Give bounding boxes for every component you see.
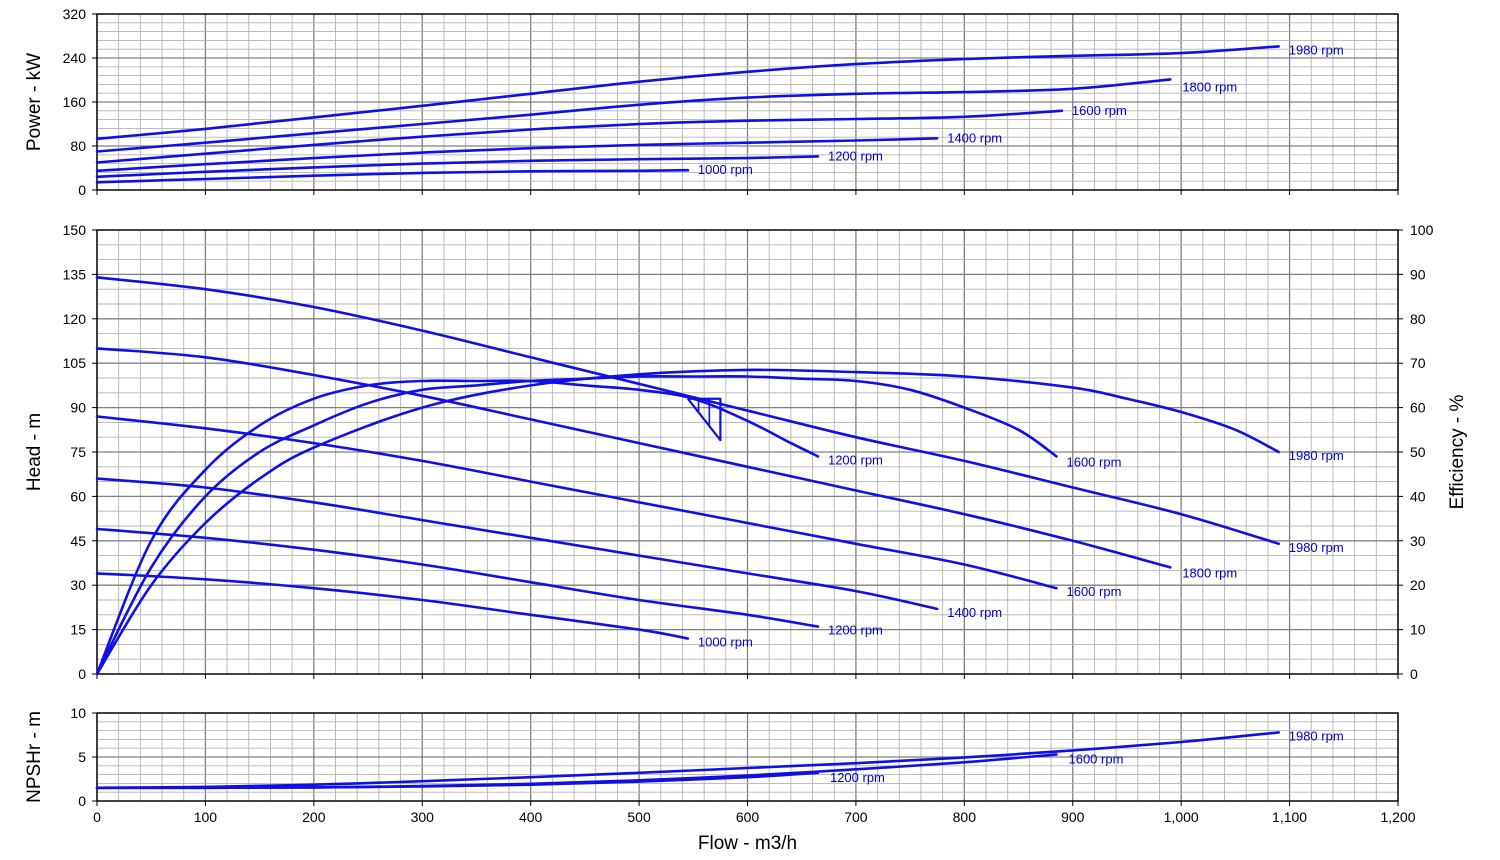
power-curve (95, 109, 1064, 164)
x-tick-label: 0 (93, 809, 101, 825)
bep-marker (687, 397, 722, 442)
power-label: 1200 rpm (828, 148, 883, 163)
y2-axis-title: Efficiency - % (1447, 395, 1468, 510)
npshr-label: 1600 rpm (1068, 751, 1123, 766)
power-curve (95, 78, 1172, 153)
x-tick-label: 1,100 (1272, 809, 1307, 825)
power-curve (95, 137, 939, 173)
y-tick-label: 240 (63, 50, 87, 66)
head-curve (95, 347, 1172, 569)
y-tick-label: 105 (63, 355, 87, 371)
y-tick-label: 0 (78, 182, 86, 198)
y-tick-label: 30 (70, 577, 86, 593)
head-curve (95, 572, 690, 640)
y-tick-label: 160 (63, 94, 87, 110)
efficiency-label: 1600 rpm (1066, 454, 1121, 469)
x-tick-label: 200 (302, 809, 326, 825)
x-tick-label: 400 (519, 809, 543, 825)
panels-layer: 0 80 160 240 320 Power - kW 1000 rpm 1200 rpm 14… (24, 6, 1468, 854)
y2-tick-label: 70 (1410, 355, 1426, 371)
power-label: 1600 rpm (1072, 103, 1127, 118)
head-label: 1000 rpm (698, 634, 753, 649)
y-tick-label: 0 (78, 666, 86, 682)
y-tick-label: 0 (78, 793, 86, 809)
y-axis-title: Power - kW (24, 53, 45, 151)
y-axis-title: NPSHr - m (24, 711, 45, 803)
x-axis-title: Flow - m3/h (698, 833, 797, 854)
efficiency-label: 1200 rpm (828, 452, 883, 467)
y2-tick-label: 50 (1410, 444, 1426, 460)
power-label: 1800 rpm (1182, 79, 1237, 94)
head-label: 1980 rpm (1289, 540, 1344, 555)
efficiency-curve (95, 368, 1280, 676)
power-label: 1400 rpm (947, 130, 1002, 145)
power-curve (95, 45, 1280, 141)
efficiency-curve (95, 379, 820, 676)
y-tick-label: 75 (70, 444, 86, 460)
x-tick-label: 800 (953, 809, 977, 825)
y-tick-label: 135 (63, 266, 87, 282)
head-label: 1600 rpm (1066, 584, 1121, 599)
npshr-curve (95, 753, 1058, 790)
power-label: 1000 rpm (698, 162, 753, 177)
y2-tick-label: 20 (1410, 577, 1426, 593)
head-label: 1200 rpm (828, 623, 883, 638)
head-label: 1400 rpm (947, 605, 1002, 620)
x-tick-label: 300 (411, 809, 435, 825)
y-tick-label: 15 (70, 622, 86, 638)
y-tick-label: 10 (70, 705, 86, 721)
x-tick-label: 700 (844, 809, 868, 825)
power-curve (95, 155, 820, 179)
npshr-label: 1980 rpm (1289, 728, 1344, 743)
y-tick-label: 60 (70, 488, 86, 504)
y2-tick-label: 60 (1410, 400, 1426, 416)
y2-tick-label: 10 (1410, 622, 1426, 638)
y2-tick-label: 90 (1410, 266, 1426, 282)
y2-tick-label: 80 (1410, 311, 1426, 327)
head-label: 1800 rpm (1182, 565, 1237, 580)
y-tick-label: 5 (78, 749, 86, 765)
x-tick-label: 600 (736, 809, 760, 825)
x-tick-label: 1,000 (1164, 809, 1199, 825)
y-tick-label: 150 (63, 222, 87, 238)
y-tick-label: 120 (63, 311, 87, 327)
y-tick-label: 80 (70, 138, 86, 154)
grid-head (96, 229, 1399, 675)
npshr-curve (95, 731, 1280, 790)
x-tick-label: 1,200 (1380, 809, 1415, 825)
y2-tick-label: 40 (1410, 488, 1426, 504)
y-tick-label: 320 (63, 6, 87, 22)
npshr-label: 1200 rpm (830, 770, 885, 785)
head-curve (95, 527, 820, 628)
head-curve (95, 276, 1280, 546)
y2-tick-label: 100 (1410, 222, 1434, 238)
efficiency-label: 1980 rpm (1289, 448, 1344, 463)
panel-power: 0 80 160 240 320 Power - kW 1000 rpm 1200 rpm 14… (24, 6, 1399, 198)
y2-tick-label: 0 (1410, 666, 1418, 682)
x-tick-label: 100 (194, 809, 218, 825)
x-tick-label: 500 (627, 809, 651, 825)
y-tick-label: 45 (70, 533, 86, 549)
power-label: 1980 rpm (1289, 42, 1344, 57)
y2-tick-label: 30 (1410, 533, 1426, 549)
power-curve (95, 168, 690, 184)
y-tick-label: 90 (70, 400, 86, 416)
head-curve (95, 415, 1058, 590)
x-tick-label: 900 (1061, 809, 1085, 825)
y-axis-title: Head - m (24, 413, 45, 491)
panel-head: 0 15 30 45 60 75 90 105 120 135 150 0 10 20 30 40 50 60 70… (24, 222, 1468, 682)
head-curve (95, 477, 939, 611)
